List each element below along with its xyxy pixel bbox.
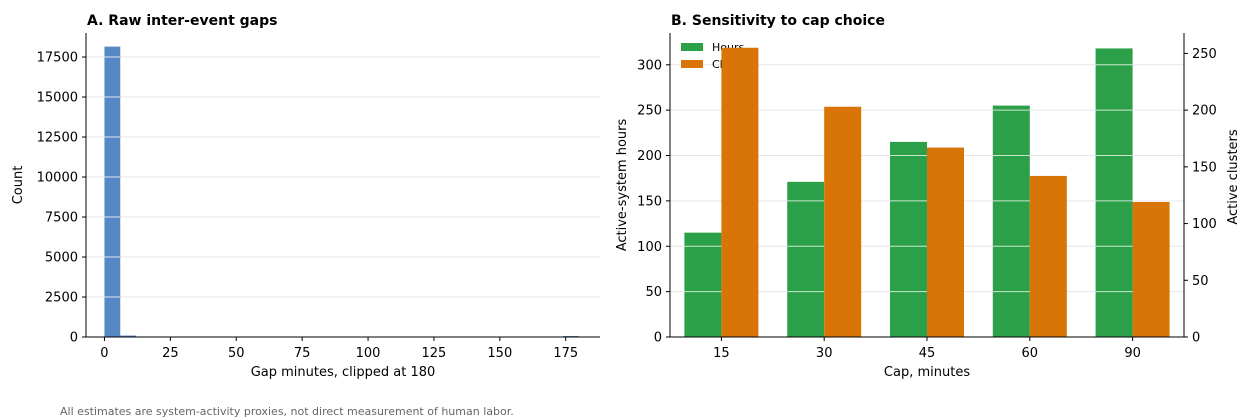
panel-a-axes [82,33,600,341]
panel-a-xtick-label: 25 [162,346,179,361]
panel-b-ytick-label: 50 [645,285,662,300]
panel-a-ytick-label: 17500 [37,51,78,66]
panel-a-ytick-label: 7500 [45,211,78,226]
panel-a-ytick-label: 10000 [37,171,78,186]
panel-a-xtick-label: 75 [294,346,311,361]
panel-a-xtick-label: 0 [100,346,108,361]
panel-b-ytick-label: 300 [637,58,662,73]
panel-a-ytick-label: 15000 [37,91,78,106]
panel-a-gaps-histogram: A. Raw inter-event gaps 0 2500 5000 7500 100… [11,13,600,380]
panel-b-bars [684,47,1170,337]
panel-a-xtick-label: 50 [228,346,245,361]
panel-b-ytick-label: 150 [637,194,662,209]
panel-b-y2tick-label: 150 [1192,160,1217,175]
panel-b-xtick-label: 45 [919,346,936,361]
panel-a-bars [104,46,579,337]
histogram-bar [120,335,137,337]
legend-swatch-clusters [681,60,703,68]
panel-b-ylabel-right: Active clusters [1226,129,1240,225]
panel-b-y2tick-label: 200 [1192,104,1217,119]
panel-b-xtick-label: 15 [713,346,730,361]
panel-b-ylabel-left: Active-system hours [615,118,630,251]
panel-b-tick-labels: 0 50 100 150 200 250 300 0 50 100 150 200 250 15 30 45 6… [637,47,1217,361]
panel-b-xtick-label: 60 [1022,346,1039,361]
histogram-bar [104,46,121,337]
panel-a-ytick-label: 2500 [45,291,78,306]
panel-a-tick-labels: 0 2500 5000 7500 10000 12500 15000 17500 0 25 50 75… [37,51,579,362]
panel-b-ytick-label: 250 [637,104,662,119]
clusters-bar [1029,175,1067,337]
hours-bar [1095,48,1133,337]
panel-b-xtick-label: 90 [1124,346,1141,361]
clusters-bar [927,147,965,337]
panel-b-title: B. Sensitivity to cap choice [671,13,885,29]
clusters-bar [1132,202,1170,337]
clusters-bar [721,47,759,337]
panel-a-xtick-label: 100 [356,346,381,361]
hours-bar [787,181,825,337]
panel-a-xlabel: Gap minutes, clipped at 180 [251,365,436,380]
hours-bar [889,141,927,337]
panel-a-xtick-label: 175 [553,346,578,361]
clusters-bar [824,106,862,337]
hours-bar [684,232,722,337]
panel-a-xtick-label: 125 [422,346,447,361]
hours-bar [992,105,1030,337]
panel-b-ytick-label: 0 [654,331,662,346]
panel-b-axes [666,33,1188,341]
panel-a-title: A. Raw inter-event gaps [87,13,277,29]
legend-swatch-hours [681,43,703,51]
panel-a-xtick-label: 150 [487,346,512,361]
panel-b-xlabel: Cap, minutes [884,365,970,380]
panel-a-gridlines [86,56,600,298]
panel-a-ytick-label: 5000 [45,251,78,266]
panel-a-ylabel: Count [11,166,26,205]
panel-b-cap-sensitivity: B. Sensitivity to cap choice HoursCluste… [615,13,1240,380]
panel-b-xtick-label: 30 [816,346,833,361]
panel-b-y2tick-label: 250 [1192,47,1217,62]
footnote: All estimates are system-activity proxie… [60,405,514,418]
panel-b-y2tick-label: 0 [1192,331,1200,346]
panel-b-y2tick-label: 100 [1192,217,1217,232]
panel-a-ytick-label: 0 [70,331,78,346]
panel-b-ytick-label: 200 [637,149,662,164]
panel-b-y2tick-label: 50 [1192,274,1209,289]
panel-a-ytick-label: 12500 [37,131,78,146]
panel-b-ytick-label: 100 [637,240,662,255]
